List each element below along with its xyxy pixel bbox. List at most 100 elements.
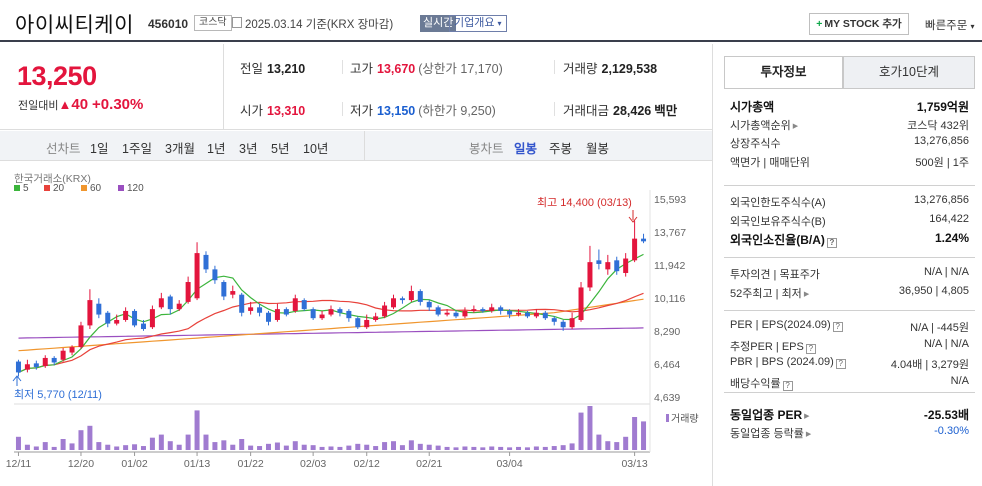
info-label: 외국인소진율(B/A)? bbox=[730, 231, 837, 248]
chevron-right-icon: ▶ bbox=[804, 413, 810, 420]
help-icon[interactable]: ? bbox=[826, 238, 837, 248]
volume-bar bbox=[15, 436, 21, 450]
tab-invest-info[interactable]: 투자정보 bbox=[724, 56, 843, 89]
candle-body bbox=[265, 312, 271, 322]
help-icon[interactable]: ? bbox=[782, 380, 793, 391]
volume-bar bbox=[426, 444, 432, 450]
volume-bar bbox=[69, 443, 75, 450]
candle-body bbox=[355, 318, 361, 328]
tab-period[interactable]: 5년 bbox=[271, 142, 290, 156]
tab-period[interactable]: 1년 bbox=[207, 142, 226, 156]
candle-body bbox=[480, 309, 486, 311]
info-label: PER | EPS(2024.09)? bbox=[730, 319, 843, 332]
info-label: 시가총액 bbox=[730, 98, 774, 115]
tab-period[interactable]: 3개월 bbox=[165, 142, 195, 156]
volume-bar bbox=[632, 417, 638, 450]
prev-close-label: 전일 bbox=[240, 62, 264, 76]
info-row[interactable]: 동일업종 PER ▶ -25.53배 bbox=[724, 404, 975, 422]
legend-swatch bbox=[81, 185, 87, 191]
legend-swatch bbox=[44, 185, 50, 191]
candle-body bbox=[542, 312, 548, 319]
invest-info-panel: 투자정보 호가10단계 시가총액 1,759억원 시가총액순위 ▶ 코스닥 432위 상장… bbox=[712, 44, 982, 486]
tab-period[interactable]: 1주일 bbox=[122, 142, 152, 156]
candle-body bbox=[346, 310, 352, 319]
volume-bar bbox=[140, 446, 146, 450]
divider bbox=[724, 185, 975, 186]
volume-bar bbox=[516, 446, 522, 450]
info-value: N/A | -445원 bbox=[910, 322, 969, 334]
price-chart-svg: 한국거래소(KRX)5 20 60 120 15,593 13,767 11,942 10,1… bbox=[6, 173, 699, 470]
candle-body bbox=[641, 238, 647, 242]
volume-bar bbox=[453, 447, 459, 450]
candle-body bbox=[221, 282, 227, 297]
tab-hoga-10[interactable]: 호가10단계 bbox=[843, 56, 975, 89]
volume-bar bbox=[533, 446, 539, 450]
candle-body bbox=[524, 312, 530, 317]
info-row[interactable]: 52주최고 | 최저 ▶ 36,950 | 4,805 bbox=[724, 283, 975, 301]
candle-body bbox=[444, 312, 450, 315]
current-price-block: 13,250 전일대비▲40 +0.30% bbox=[0, 44, 224, 130]
info-label-text: PBR | BPS (2024.09) bbox=[730, 356, 834, 368]
candle-body bbox=[578, 287, 584, 320]
info-label-text: 52주최고 | 최저 bbox=[730, 287, 802, 300]
volume-bar bbox=[257, 446, 263, 450]
divider bbox=[724, 392, 975, 393]
candle-body bbox=[140, 323, 146, 330]
candle-body bbox=[123, 310, 129, 320]
volume-bar bbox=[391, 441, 397, 450]
candle-body bbox=[516, 312, 522, 315]
quick-order-menu[interactable]: 빠른주문 ▾ bbox=[925, 17, 975, 33]
legend-label: 60 bbox=[90, 183, 102, 194]
realtime-button[interactable]: 실시간 bbox=[420, 15, 457, 32]
my-stock-add-button[interactable]: + MY STOCK 추가 bbox=[809, 13, 909, 35]
candle-body bbox=[623, 258, 629, 273]
info-value: -25.53배 bbox=[923, 408, 969, 422]
market-badge: 코스닥 bbox=[194, 15, 232, 31]
tab-weekly[interactable]: 주봉 bbox=[549, 142, 573, 156]
candle-body bbox=[230, 291, 236, 295]
low-annotation: 최저 5,770 (12/11) bbox=[14, 388, 102, 401]
stock-name: 아이씨티케이 bbox=[15, 14, 134, 37]
info-row[interactable]: 시가총액순위 ▶ 코스닥 432위 bbox=[724, 115, 975, 133]
info-row[interactable]: 동일업종 등락률 ▶ -0.30% bbox=[724, 423, 975, 441]
candle-body bbox=[560, 321, 566, 328]
candle-body bbox=[167, 296, 173, 310]
volume-bar bbox=[265, 443, 271, 450]
volume-bar bbox=[274, 442, 280, 450]
calendar-icon bbox=[232, 17, 242, 28]
candle-body bbox=[274, 309, 280, 320]
price-chart[interactable]: 한국거래소(KRX) 5 20 60 120 15,593 13,767 11,942 10,1… bbox=[0, 162, 713, 486]
candle-body bbox=[78, 325, 84, 348]
trade-amount-label: 거래대금 bbox=[563, 104, 610, 118]
candle-body bbox=[614, 260, 620, 272]
candle-body bbox=[569, 318, 575, 328]
volume-bar bbox=[587, 406, 593, 450]
info-label-text: PER | EPS(2024.09) bbox=[730, 319, 831, 331]
tab-period[interactable]: 10년 bbox=[303, 142, 329, 156]
stock-code: 456010 bbox=[148, 17, 189, 31]
candle-body bbox=[292, 298, 298, 311]
candle-body bbox=[239, 294, 245, 313]
volume-legend-swatch bbox=[666, 414, 669, 422]
volume-bar bbox=[283, 445, 289, 450]
volume-bar bbox=[382, 442, 388, 450]
volume-bar bbox=[123, 445, 129, 450]
divider bbox=[554, 60, 555, 74]
help-icon[interactable]: ? bbox=[805, 343, 816, 354]
tab-monthly[interactable]: 월봉 bbox=[586, 142, 610, 156]
help-icon[interactable]: ? bbox=[832, 322, 843, 332]
high-price: 고가 13,670 (상한가 17,170) bbox=[350, 58, 503, 77]
company-info-dropdown[interactable]: 기업개요 ▾ bbox=[449, 15, 507, 32]
change-amount: 40 bbox=[71, 96, 89, 113]
candle-body bbox=[408, 291, 414, 301]
tab-period[interactable]: 1일 bbox=[90, 142, 109, 156]
high-arrow-head-icon bbox=[628, 216, 638, 223]
info-value: 1,759억원 bbox=[916, 100, 969, 114]
tab-daily[interactable]: 일봉 bbox=[514, 142, 538, 156]
help-icon[interactable]: ? bbox=[835, 359, 846, 369]
volume-bar bbox=[480, 447, 486, 450]
candle-body bbox=[24, 364, 30, 370]
price-change: 전일대비▲40 +0.30% bbox=[18, 96, 143, 113]
tab-period[interactable]: 3년 bbox=[239, 142, 258, 156]
x-tick-label: 12/11 bbox=[6, 458, 32, 470]
